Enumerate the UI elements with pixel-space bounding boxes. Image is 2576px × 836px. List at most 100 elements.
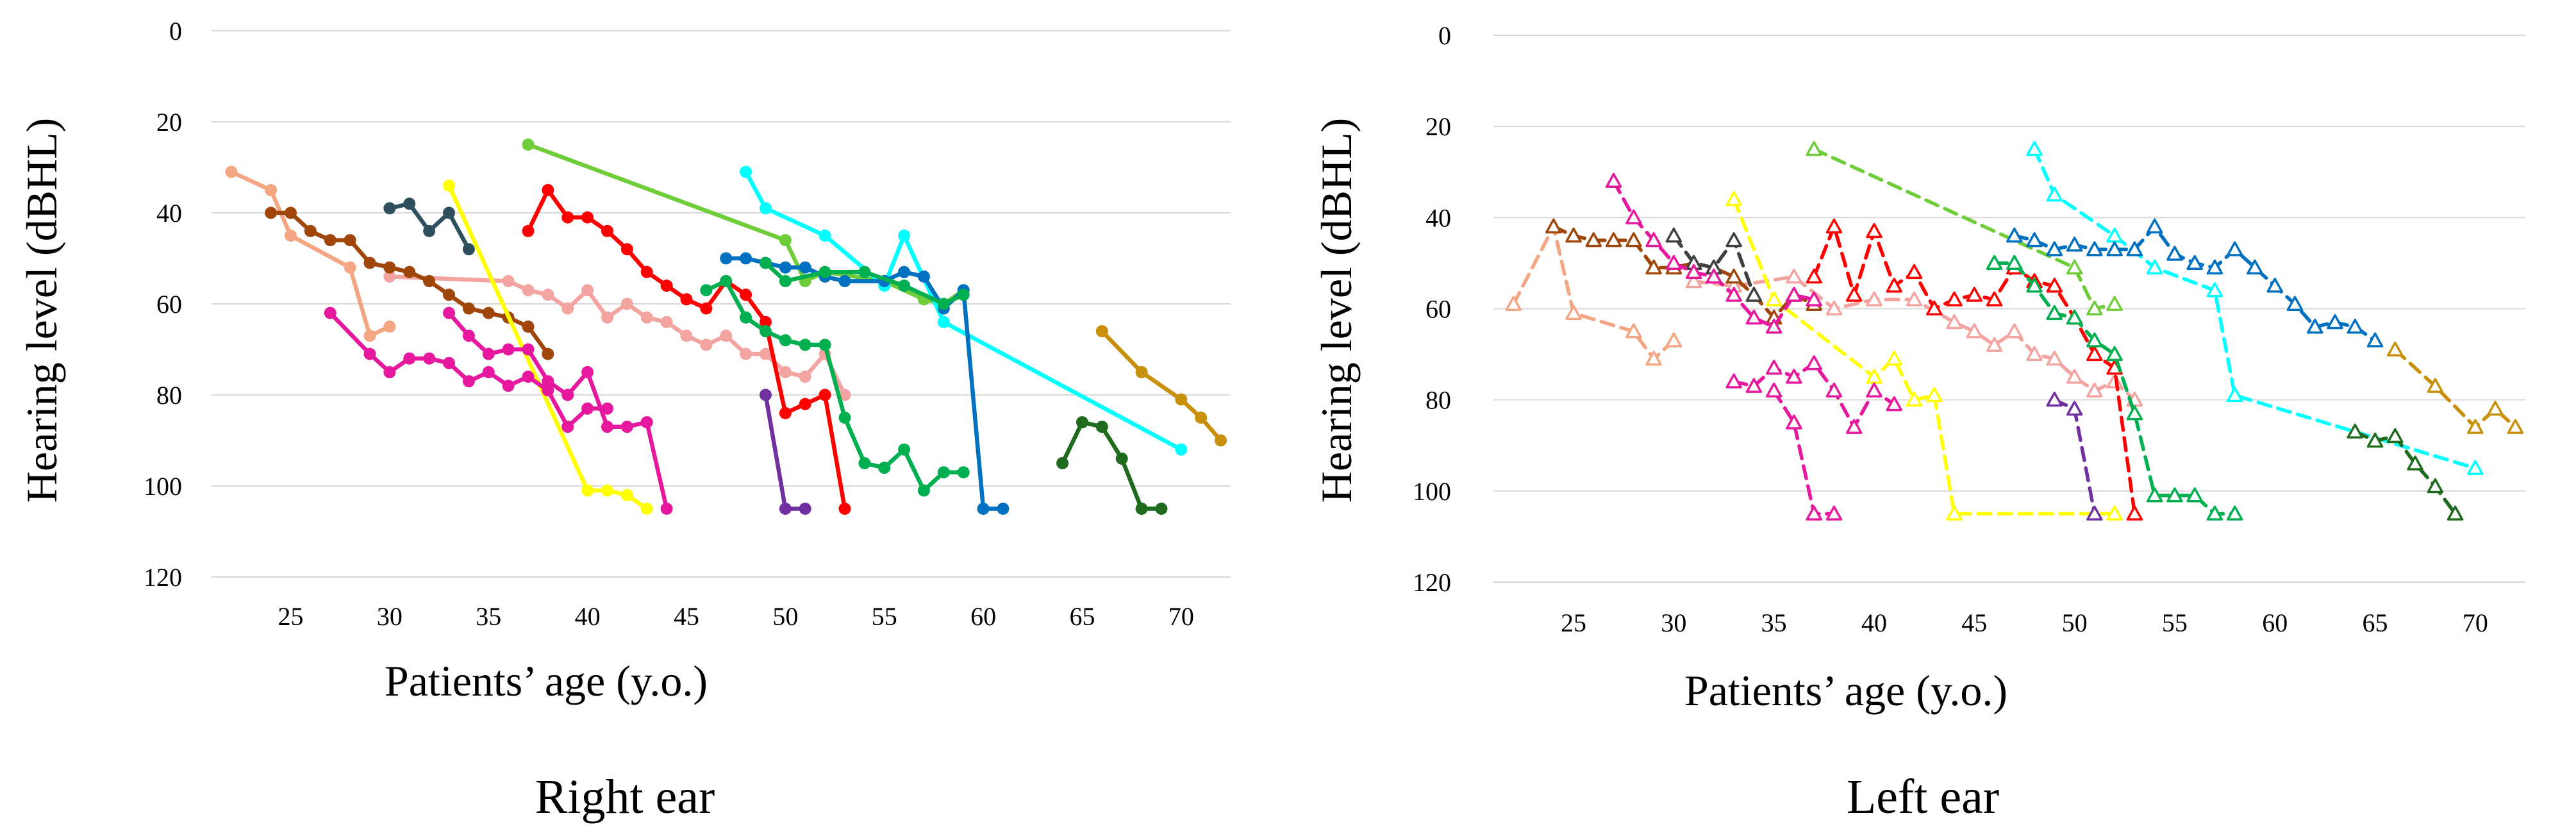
data-point: [2146, 218, 2163, 234]
series-light-salmon-B: [1505, 218, 1683, 366]
data-point: [2026, 140, 2043, 156]
data-point: [1745, 287, 1763, 302]
right-ear-series: [225, 138, 1227, 515]
data-point: [620, 297, 633, 310]
series-green-C: [1986, 255, 2243, 521]
right-ear-x-ticks: 25 30 35 40 45 50 55 60 65 70: [278, 602, 1193, 631]
data-point: [561, 421, 574, 433]
series-brown-B: [1545, 218, 1822, 325]
series-magenta-B: [442, 306, 673, 515]
x-tick-label: 45: [674, 602, 699, 631]
data-point: [819, 339, 831, 351]
data-point: [1665, 332, 1683, 347]
data-point: [2086, 332, 2103, 347]
data-point: [1725, 373, 1742, 389]
data-point: [1926, 387, 1943, 403]
data-point: [759, 325, 772, 338]
data-point: [561, 302, 574, 315]
data-point: [522, 321, 535, 333]
series-dark-green-B: [2347, 423, 2464, 521]
data-point: [1135, 366, 1148, 378]
data-point: [542, 375, 554, 388]
data-point: [838, 412, 851, 424]
series-purple-B: [2046, 391, 2103, 521]
data-point: [700, 284, 713, 297]
data-point: [2467, 460, 2484, 475]
data-point: [2106, 346, 2123, 362]
data-point: [1946, 505, 1963, 521]
data-point: [2006, 255, 2023, 270]
series-green-A: [700, 275, 970, 497]
data-point: [2366, 432, 2384, 448]
data-point: [423, 224, 436, 237]
data-point: [1685, 263, 1702, 280]
data-point: [2206, 282, 2223, 297]
data-point: [2046, 350, 2063, 366]
data-point: [1845, 419, 1863, 434]
data-point: [1745, 309, 1763, 325]
data-point: [363, 256, 376, 269]
data-point: [1966, 287, 1983, 302]
data-point: [462, 330, 475, 342]
series-magenta-D: [1725, 355, 1902, 434]
data-point: [957, 288, 970, 301]
data-point: [700, 339, 713, 351]
left-ear-y-axis-title: Hearing level (dBHL): [1312, 118, 1361, 503]
data-point: [403, 352, 416, 365]
data-point: [660, 280, 673, 292]
series-brown-A: [265, 206, 554, 360]
y-tick-label: 100: [1413, 477, 1451, 506]
y-tick-label: 0: [1438, 21, 1451, 50]
series-yellow-B: [1725, 191, 2123, 521]
data-point: [2387, 428, 2404, 444]
data-point: [1946, 291, 1963, 306]
data-point: [2247, 259, 2263, 275]
series-blue-B: [2006, 218, 2384, 347]
data-point: [1745, 378, 1763, 393]
data-point: [898, 280, 911, 292]
data-point: [502, 275, 515, 287]
data-point: [819, 389, 831, 401]
data-point: [561, 211, 574, 224]
data-point: [1725, 191, 1742, 206]
data-point: [1605, 232, 1622, 247]
data-point: [542, 288, 554, 301]
series-line: [1100, 329, 1223, 443]
x-tick-label: 50: [2062, 608, 2088, 637]
data-point: [2226, 387, 2243, 403]
x-tick-label: 40: [1861, 608, 1887, 637]
data-point: [898, 443, 911, 456]
data-point: [1886, 278, 1902, 293]
data-point: [2066, 401, 2083, 416]
data-point: [383, 270, 396, 283]
data-point: [779, 406, 792, 419]
data-point: [1825, 300, 1843, 316]
data-point: [2467, 419, 2484, 434]
data-point: [1545, 218, 1562, 234]
data-point: [344, 261, 356, 274]
data-point: [284, 230, 297, 242]
data-point: [620, 243, 633, 256]
data-point: [2046, 241, 2063, 256]
data-point: [442, 206, 455, 219]
data-point: [2086, 382, 2103, 397]
data-point: [2226, 241, 2243, 256]
data-point: [2487, 401, 2504, 416]
data-point: [601, 224, 613, 237]
data-point: [1786, 369, 1802, 384]
x-tick-label: 55: [2162, 608, 2188, 637]
left-ear-x-ticks: 25 30 35 40 45 50 55 60 65 70: [1561, 608, 2488, 637]
data-point: [522, 138, 535, 151]
right-ear-y-ticks: 0 20 40 60 80 100 120: [144, 17, 182, 592]
data-point: [2026, 346, 2043, 362]
data-point: [1765, 291, 1782, 306]
data-point: [838, 389, 851, 401]
data-point: [1565, 228, 1582, 243]
data-point: [1806, 140, 1822, 156]
data-point: [1625, 209, 1642, 224]
data-point: [700, 302, 713, 315]
data-point: [740, 165, 752, 178]
series-green-B: [759, 256, 970, 310]
data-point: [601, 421, 613, 433]
